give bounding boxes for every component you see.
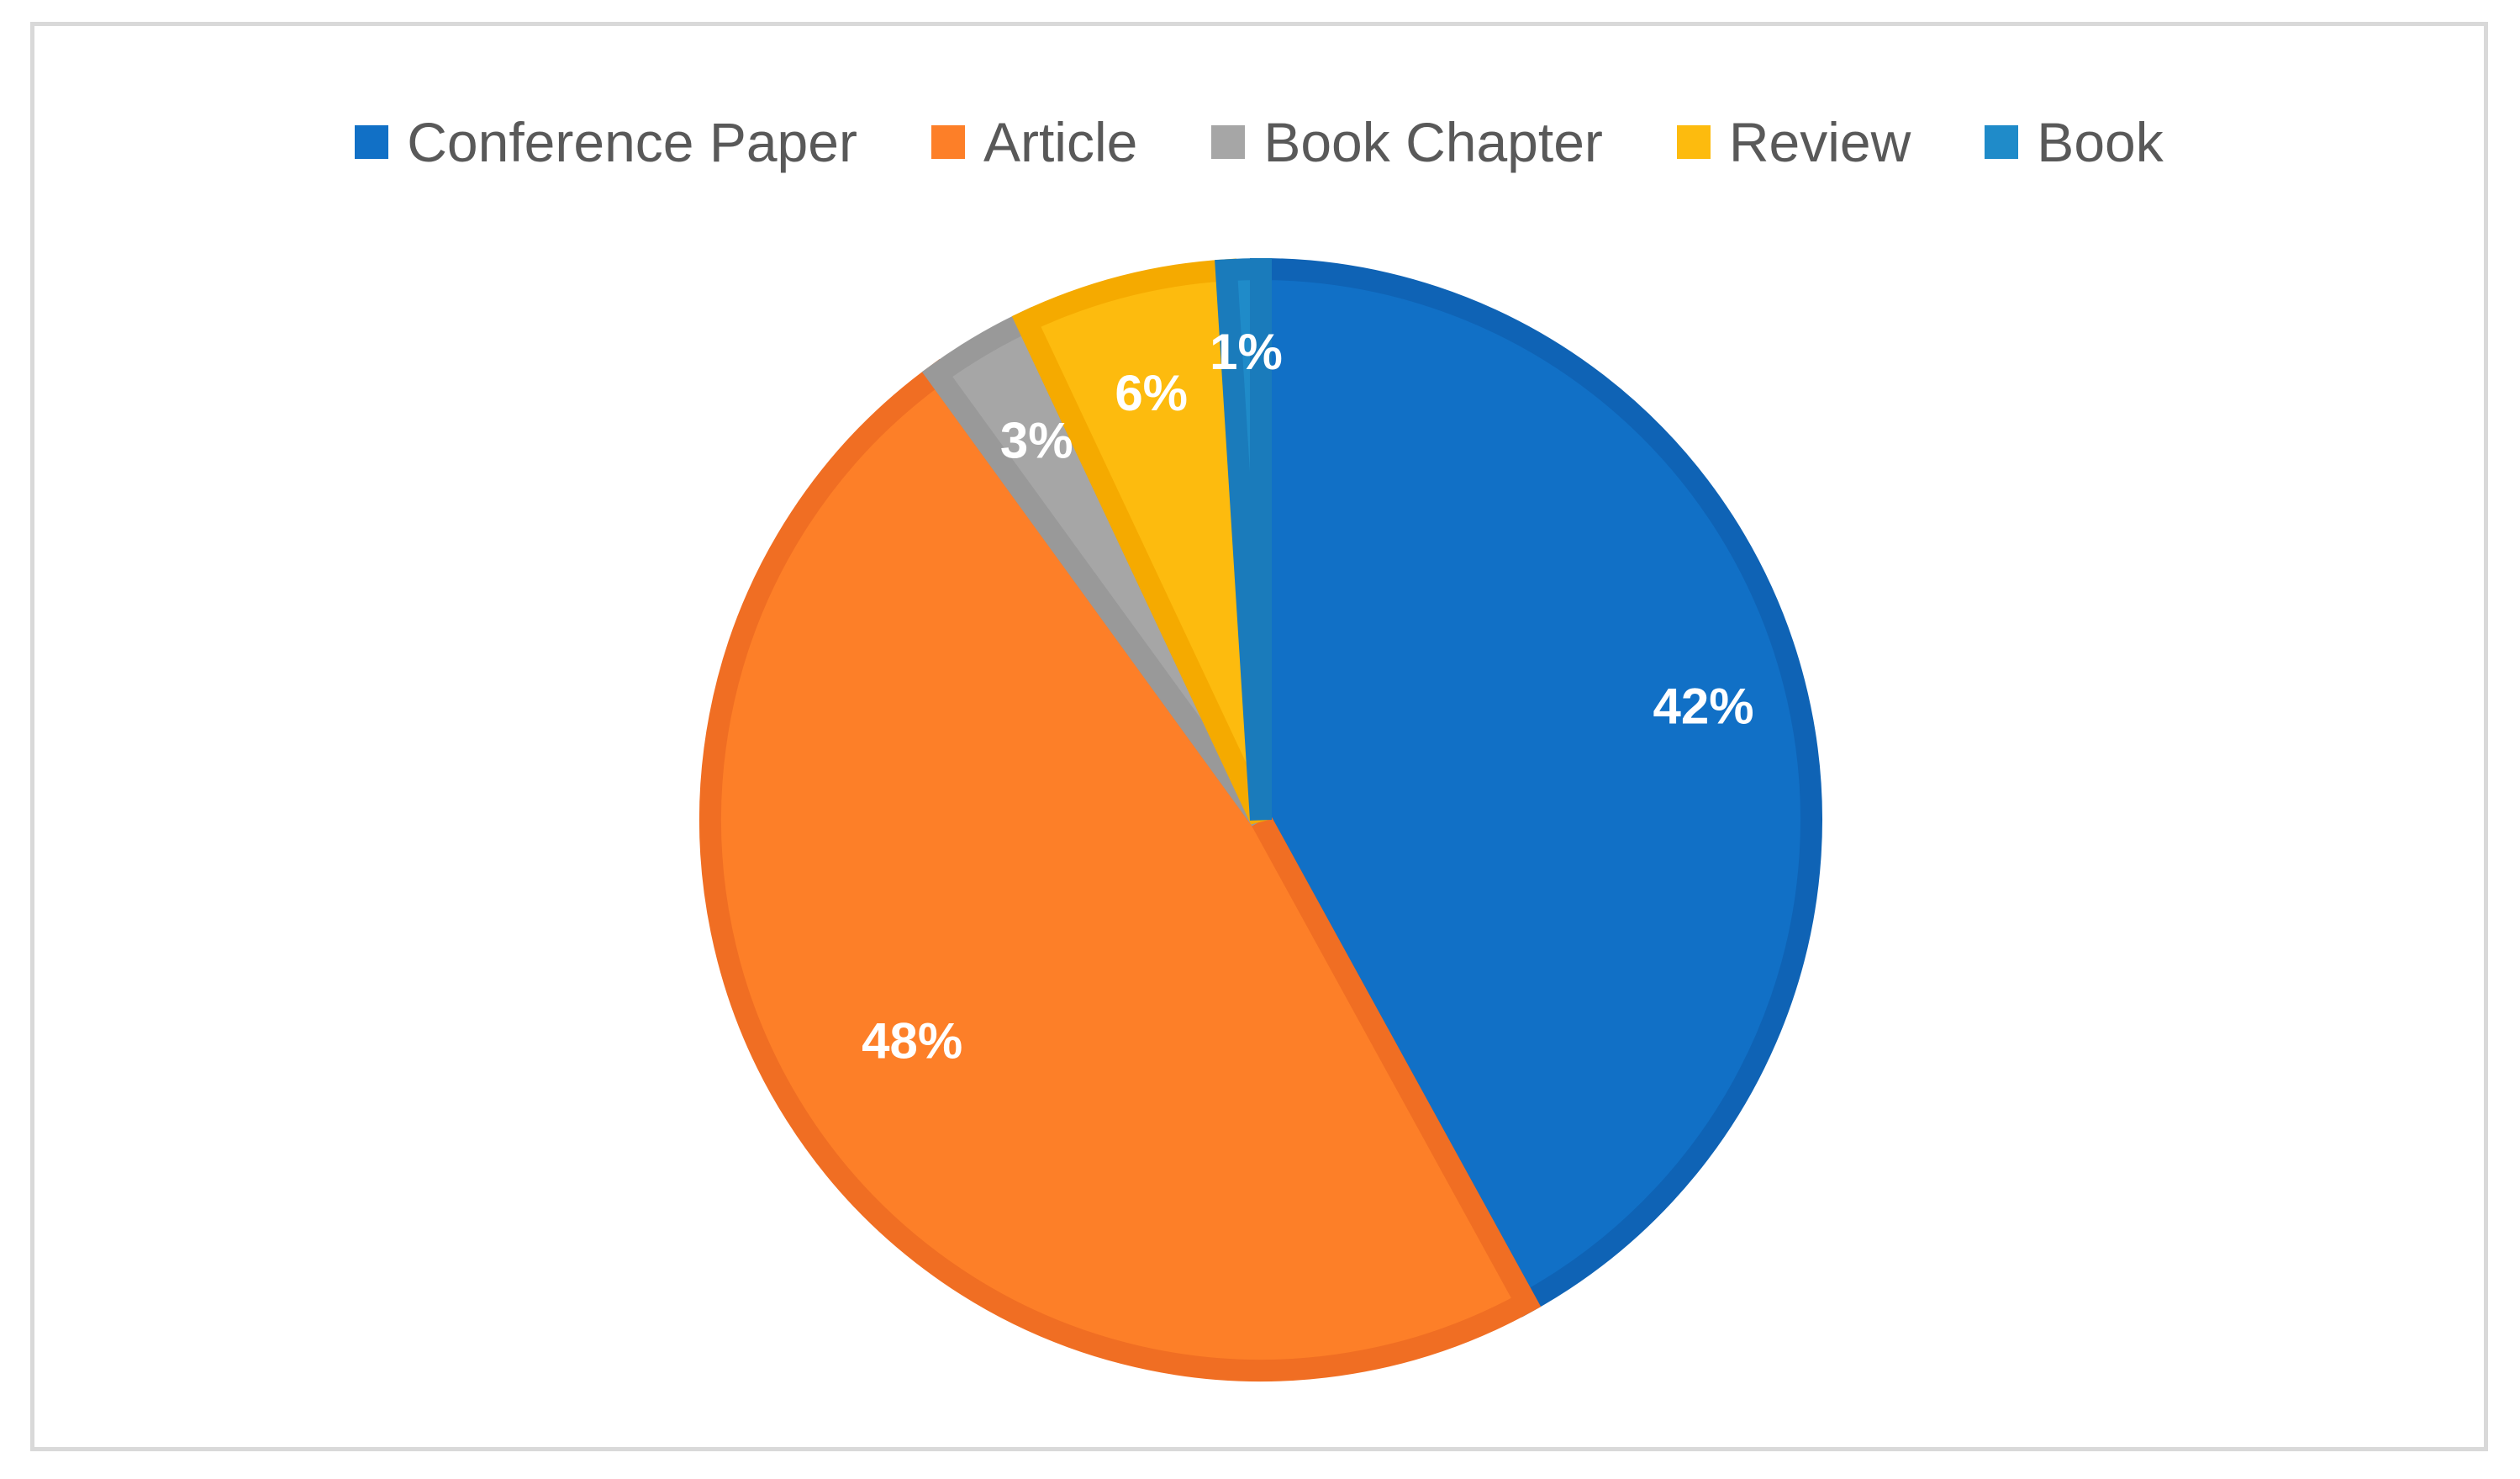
pie-slice-conference-paper: [1250, 257, 1822, 1318]
legend-item-review: Review: [1676, 110, 1911, 174]
legend-label-book: Book: [2037, 111, 2164, 173]
data-label-book-chapter: 3%: [1000, 412, 1073, 468]
pie-slice-book: [1215, 257, 1272, 821]
legend: Conference Paper Article Book Chapter Re…: [34, 110, 2484, 174]
legend-label-book-chapter: Book Chapter: [1263, 111, 1603, 173]
legend-item-article: Article: [931, 110, 1137, 174]
legend-item-book: Book: [1985, 110, 2164, 174]
pie-slice-article: [699, 358, 1542, 1381]
legend-label-article: Article: [983, 111, 1138, 173]
legend-swatch-book-chapter: [1211, 125, 1246, 159]
legend-swatch-book: [1985, 125, 2019, 159]
legend-label-review: Review: [1728, 111, 1911, 173]
data-label-conference-paper: 42%: [1653, 678, 1754, 734]
pie-slice-review: [1011, 258, 1272, 825]
legend-item-book-chapter: Book Chapter: [1211, 110, 1603, 174]
legend-swatch-review: [1676, 125, 1711, 159]
legend-swatch-conference-paper: [355, 125, 389, 159]
legend-label-conference-paper: Conference Paper: [407, 111, 857, 173]
data-label-book: 1%: [1210, 324, 1283, 380]
legend-swatch-article: [931, 125, 965, 159]
data-label-review: 6%: [1115, 365, 1188, 421]
data-label-article: 48%: [862, 1013, 962, 1070]
legend-item-conference-paper: Conference Paper: [355, 110, 857, 174]
